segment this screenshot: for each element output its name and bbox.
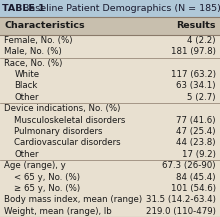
Text: TABLE 1: TABLE 1	[2, 4, 48, 13]
Text: Other: Other	[14, 93, 39, 102]
Text: Baseline Patient Demographics (N = 185): Baseline Patient Demographics (N = 185)	[23, 4, 220, 13]
Text: 31.5 (14.2-63.4): 31.5 (14.2-63.4)	[146, 196, 216, 204]
Text: 101 (54.6): 101 (54.6)	[170, 184, 216, 193]
Text: 219.0 (110-479): 219.0 (110-479)	[146, 207, 216, 216]
Text: Characteristics: Characteristics	[4, 21, 85, 30]
Text: 77 (41.6): 77 (41.6)	[176, 116, 216, 125]
Text: 117 (63.2): 117 (63.2)	[170, 70, 216, 79]
Text: 84 (45.4): 84 (45.4)	[176, 173, 216, 182]
Text: Male, No. (%): Male, No. (%)	[4, 47, 62, 56]
Text: Body mass index, mean (range): Body mass index, mean (range)	[4, 196, 143, 204]
Text: < 65 y, No. (%): < 65 y, No. (%)	[14, 173, 80, 182]
Text: 47 (25.4): 47 (25.4)	[176, 127, 216, 136]
Text: White: White	[14, 70, 39, 79]
FancyBboxPatch shape	[0, 17, 220, 35]
Text: 4 (2.2): 4 (2.2)	[187, 36, 216, 45]
Text: Female, No. (%): Female, No. (%)	[4, 36, 73, 45]
Text: Weight, mean (range), lb: Weight, mean (range), lb	[4, 207, 112, 216]
Text: 63 (34.1): 63 (34.1)	[176, 82, 216, 90]
Text: Other: Other	[14, 150, 39, 159]
Text: Pulmonary disorders: Pulmonary disorders	[14, 127, 103, 136]
Text: Device indications, No. (%): Device indications, No. (%)	[4, 104, 121, 113]
Text: Black: Black	[14, 82, 38, 90]
Text: Results: Results	[176, 21, 216, 30]
Text: Musculoskeletal disorders: Musculoskeletal disorders	[14, 116, 126, 125]
Text: ≥ 65 y, No. (%): ≥ 65 y, No. (%)	[14, 184, 81, 193]
Text: Age (range), y: Age (range), y	[4, 161, 66, 170]
Text: Cardiovascular disorders: Cardiovascular disorders	[14, 138, 121, 147]
Text: 67.3 (26-90): 67.3 (26-90)	[162, 161, 216, 170]
Text: 5 (2.7): 5 (2.7)	[187, 93, 216, 102]
Text: Race, No. (%): Race, No. (%)	[4, 59, 63, 68]
Text: 181 (97.8): 181 (97.8)	[171, 47, 216, 56]
Text: 17 (9.2): 17 (9.2)	[182, 150, 216, 159]
FancyBboxPatch shape	[0, 0, 220, 17]
Text: 44 (23.8): 44 (23.8)	[176, 138, 216, 147]
